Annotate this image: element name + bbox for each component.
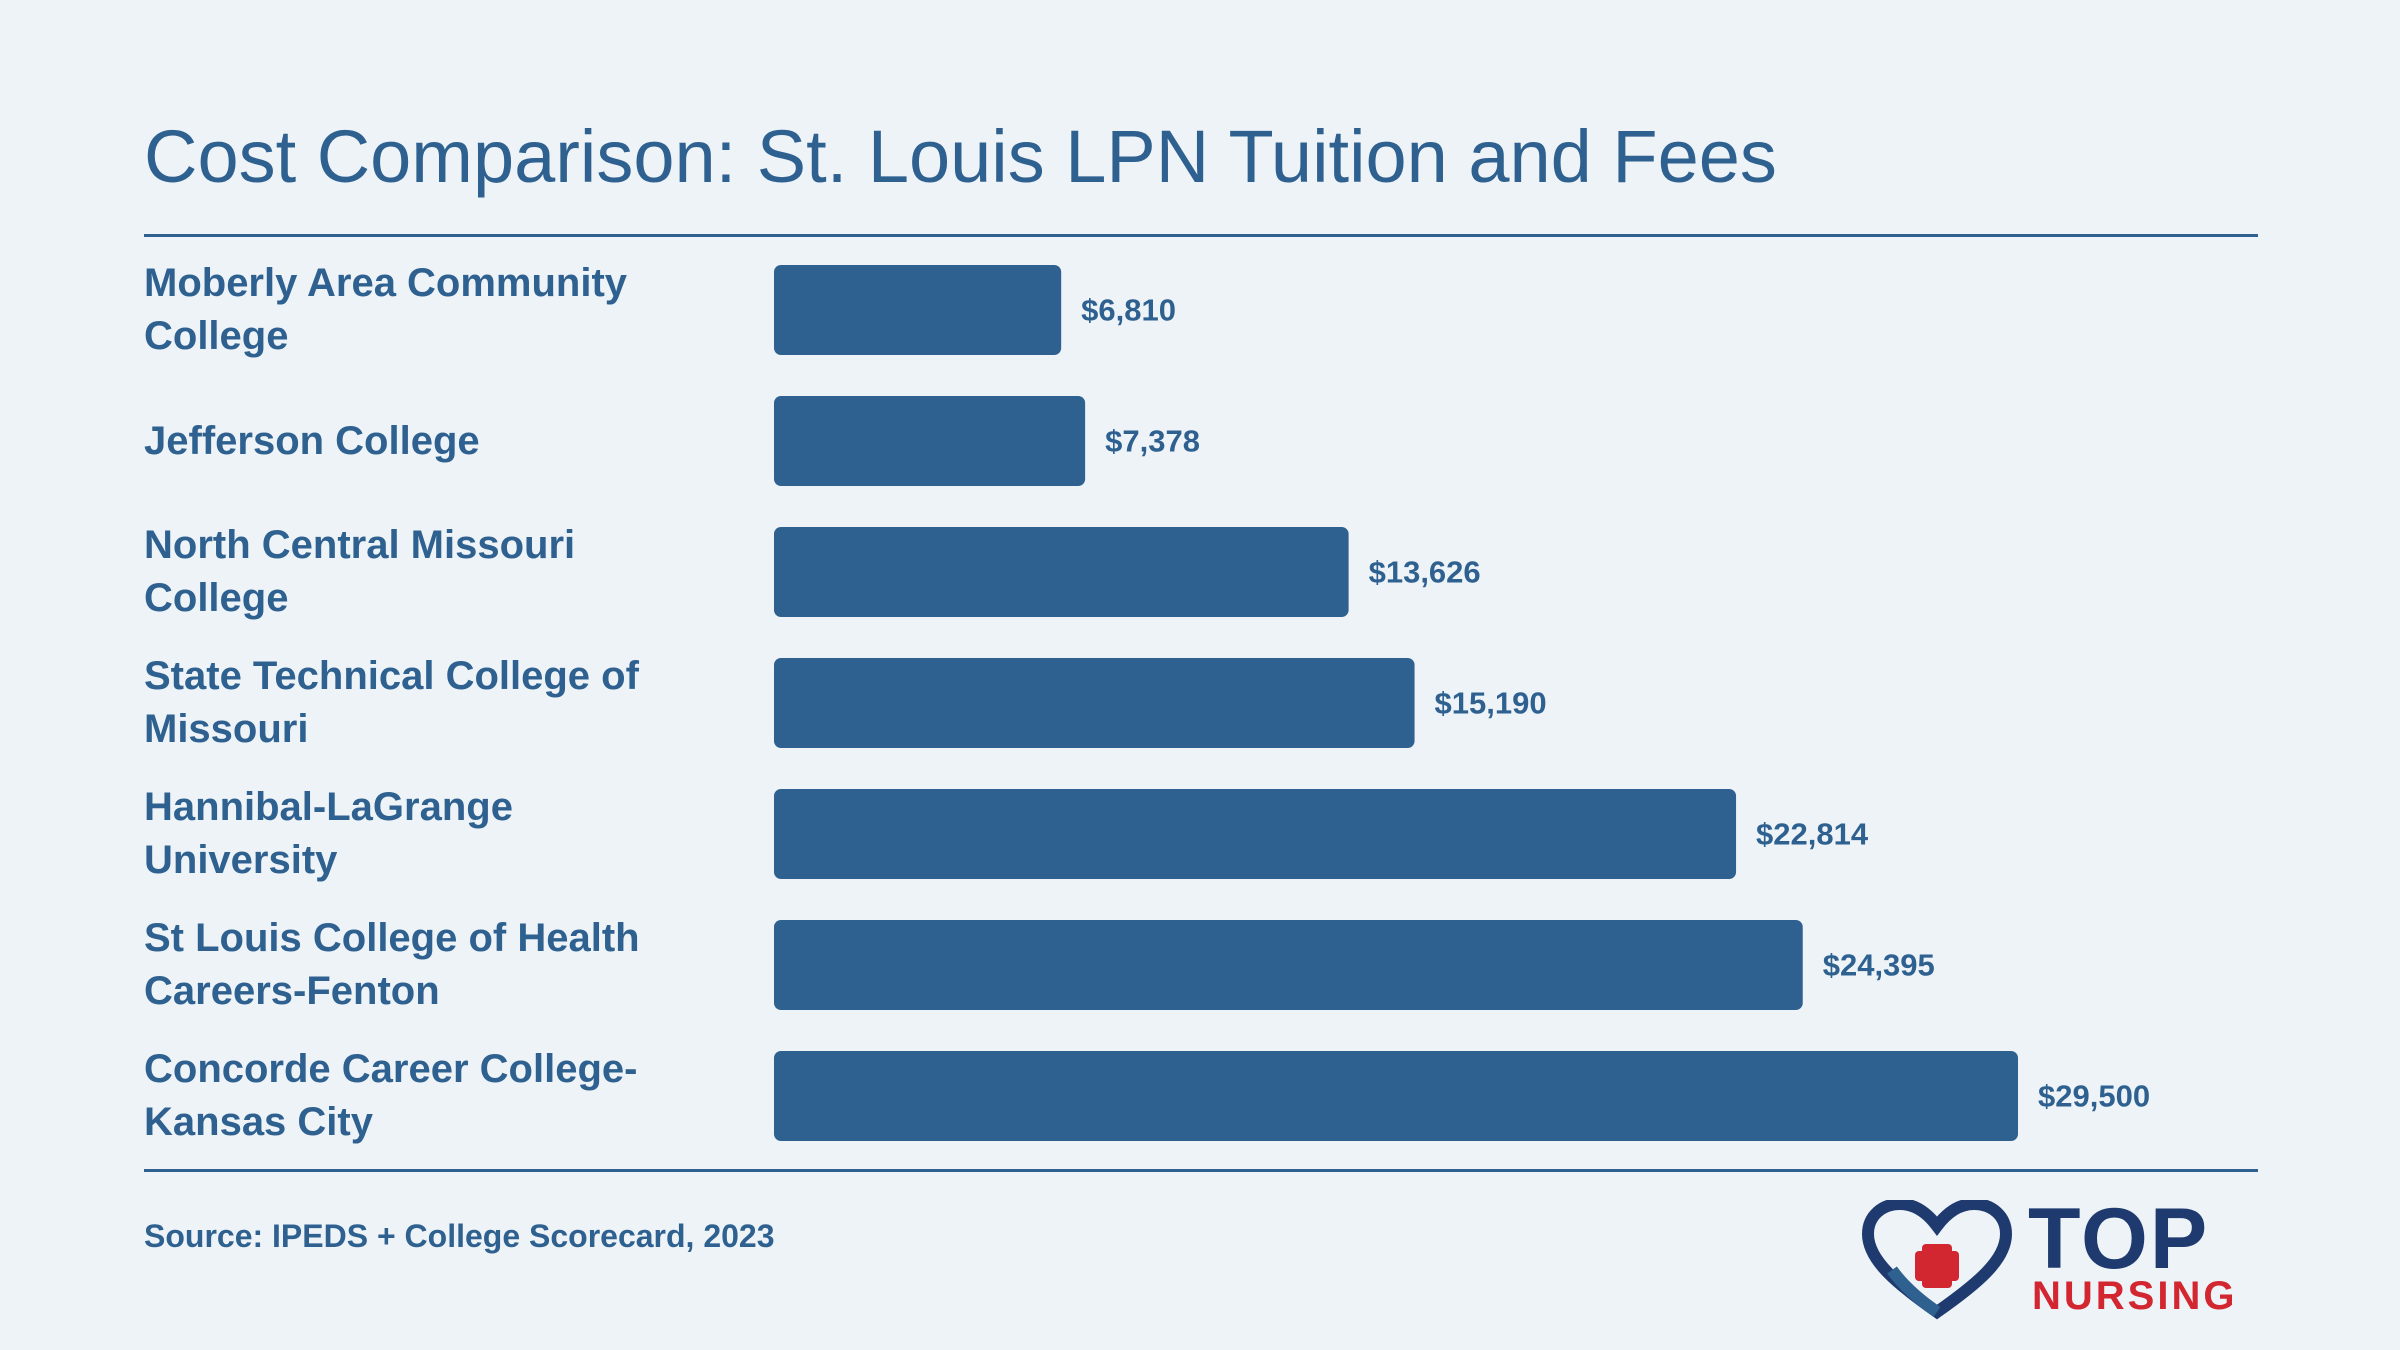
bar xyxy=(774,789,1737,879)
category-label: Moberly Area Community College xyxy=(144,261,628,358)
bar xyxy=(774,396,1086,486)
bar-value-label: $15,190 xyxy=(1435,686,1547,721)
category-label: St Louis College of Health Careers-Fento… xyxy=(144,916,640,1013)
bar-value-label: $13,626 xyxy=(1369,555,1481,590)
category-label: State Technical College of Missouri xyxy=(144,654,639,751)
logo-nursing-text: NURSING xyxy=(2032,1274,2238,1318)
bar xyxy=(774,265,1062,355)
bar xyxy=(774,527,1349,617)
bar-value-label: $29,500 xyxy=(2038,1079,2150,1114)
bar-value-label: $24,395 xyxy=(1823,948,1935,983)
heart-cross-icon xyxy=(1862,1200,2012,1320)
top-divider xyxy=(144,234,2258,237)
bar-value-label: $7,378 xyxy=(1105,424,1200,459)
category-label: Concorde Career College-Kansas City xyxy=(144,1047,638,1144)
chart-title: Cost Comparison: St. Louis LPN Tuition a… xyxy=(144,115,1777,198)
category-label: Hannibal-LaGrange University xyxy=(144,785,513,882)
category-label: Jefferson College xyxy=(144,418,480,463)
source-note: Source: IPEDS + College Scorecard, 2023 xyxy=(144,1218,775,1254)
logo-top-text: TOP xyxy=(2028,1191,2210,1287)
bottom-divider xyxy=(144,1169,2258,1172)
top-nursing-logo: TOP NURSING xyxy=(1862,1194,2262,1320)
bar xyxy=(774,658,1415,748)
bar xyxy=(774,1051,2018,1141)
category-label: North Central Missouri College xyxy=(144,523,576,620)
bar xyxy=(774,920,1803,1010)
bar-value-label: $22,814 xyxy=(1756,817,1869,852)
bar-value-label: $6,810 xyxy=(1081,293,1176,328)
